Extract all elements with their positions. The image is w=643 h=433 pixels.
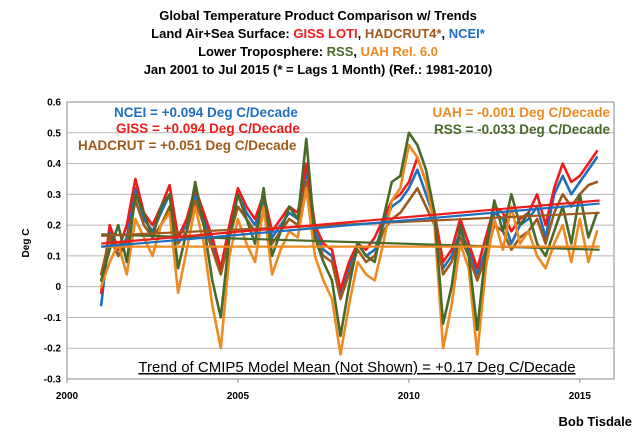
annotation-hadcrut-trend: HADCRUT = +0.051 Deg C/Decade	[78, 138, 297, 153]
title-sep1: ,	[358, 26, 365, 41]
x-tick-label: 2005	[227, 391, 250, 402]
annotation-ncei-trend: NCEI = +0.094 Deg C/Decade	[114, 105, 298, 120]
y-tick-label: 0.1	[47, 251, 61, 262]
y-tick-label: 0.2	[47, 221, 61, 232]
title-giss: GISS LOTI	[293, 26, 357, 41]
title-sep3: ,	[353, 44, 360, 59]
annotation-uah-trend: UAH = -0.001 Deg C/Decade	[433, 105, 611, 120]
series-line-rss	[99, 131, 599, 338]
title-surface-prefix: Land Air+Sea Surface:	[151, 26, 293, 41]
y-tick-label: 0	[55, 282, 61, 293]
chart-title-line4: Jan 2001 to Jul 2015 (* = Lags 1 Month) …	[144, 62, 493, 77]
cmip5-note-box	[104, 356, 611, 377]
title-troposphere-prefix: Lower Troposphere:	[198, 44, 327, 59]
series-line-giss	[99, 149, 599, 295]
y-tick-label: 0.5	[47, 128, 61, 139]
axis-ticks: 0.6 0.5 0.4 0.3 0.2 0.1 0 -0.1 -0.2 -0.3 2000 2005 2…	[44, 98, 592, 403]
series-line-uah	[99, 143, 599, 356]
chart-title-line3: Lower Troposphere: RSS, UAH Rel. 6.0	[198, 44, 438, 59]
y-axis-label: Deg C	[21, 229, 32, 258]
trend-lines	[101, 199, 600, 251]
y-tick-label: 0.4	[47, 159, 61, 170]
chart-title-line1: Global Temperature Product Comparison w/…	[159, 8, 477, 23]
cmip5-note: Trend of CMIP5 Model Mean (Not Shown) = …	[138, 359, 575, 376]
y-tick-label: -0.2	[44, 344, 62, 355]
title-sep2: ,	[441, 26, 448, 41]
x-tick-label: 2000	[56, 391, 79, 402]
trend-line-ncei	[101, 202, 600, 248]
plot-area-border	[66, 101, 615, 380]
y-tick-label: 0.3	[47, 190, 61, 201]
annotation-giss-trend: GISS = +0.094 Deg C/Decade	[116, 121, 300, 136]
trend-line-giss	[101, 199, 600, 245]
series-line-ncei	[99, 156, 599, 307]
y-tick-label: -0.3	[44, 375, 62, 386]
y-tick-label: 0.6	[47, 98, 61, 109]
x-tick-label: 2015	[569, 391, 592, 402]
data-series	[99, 131, 599, 356]
annotation-rss-trend: RSS = -0.033 Deg C/Decade	[434, 122, 610, 137]
x-tick-label: 2010	[398, 391, 421, 402]
title-rss: RSS	[327, 44, 354, 59]
chart-title-line2: Land Air+Sea Surface: GISS LOTI, HADCRUT…	[151, 26, 486, 41]
author-credit: Bob Tisdale	[559, 414, 632, 429]
title-ncei: NCEI*	[449, 26, 486, 41]
title-hadcrut: HADCRUT4*	[365, 26, 443, 41]
title-uah: UAH Rel. 6.0	[361, 44, 438, 59]
y-tick-label: -0.1	[44, 313, 62, 324]
